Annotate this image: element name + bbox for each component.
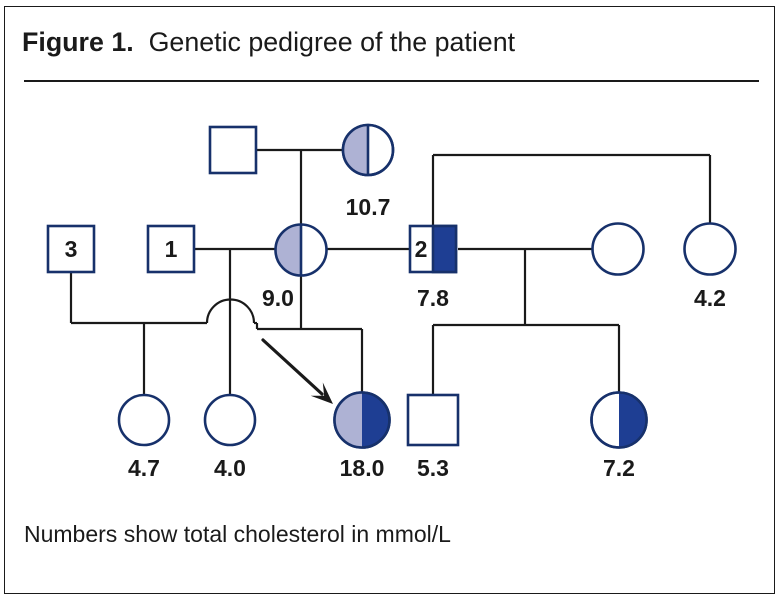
svg-text:10.7: 10.7 — [346, 194, 391, 220]
svg-text:4.7: 4.7 — [128, 455, 160, 481]
svg-text:7.2: 7.2 — [603, 455, 635, 481]
svg-text:2: 2 — [415, 236, 428, 262]
svg-text:18.0: 18.0 — [340, 455, 385, 481]
svg-text:7.8: 7.8 — [417, 285, 449, 311]
svg-text:1: 1 — [165, 236, 178, 262]
svg-text:9.0: 9.0 — [262, 285, 294, 311]
svg-text:4.2: 4.2 — [694, 285, 726, 311]
svg-text:4.0: 4.0 — [214, 455, 246, 481]
svg-text:5.3: 5.3 — [417, 455, 449, 481]
svg-text:3: 3 — [65, 236, 78, 262]
